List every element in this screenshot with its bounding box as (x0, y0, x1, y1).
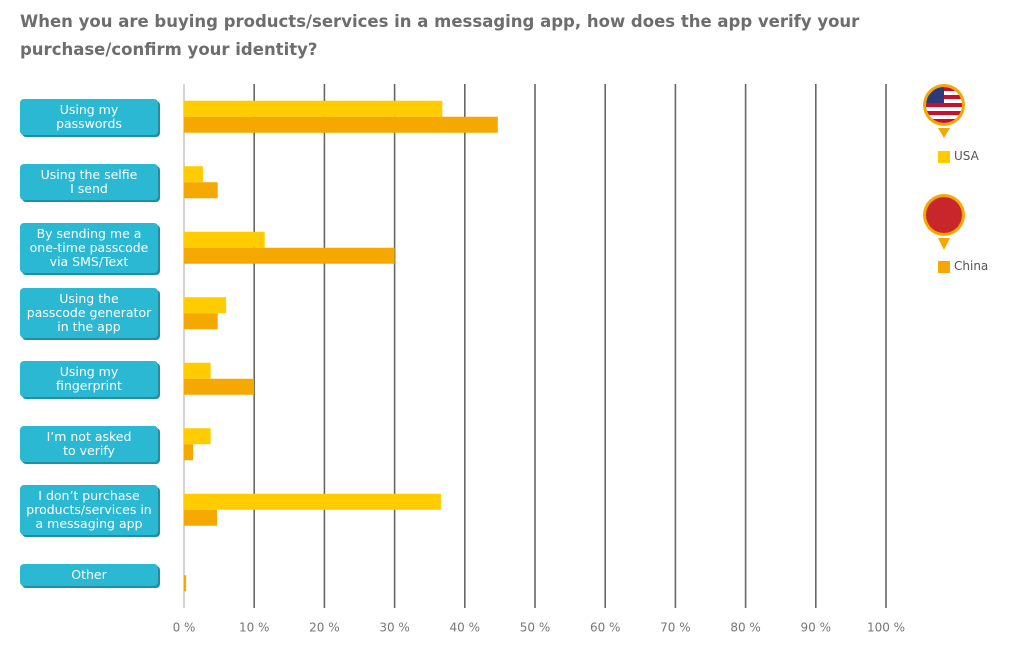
bar (184, 231, 265, 248)
x-tick-label: 0 % (173, 621, 196, 635)
bar (184, 444, 194, 461)
legend-label: China (954, 259, 989, 273)
x-tick-label: 90 % (801, 621, 832, 635)
category-label: Using my passwords (20, 98, 158, 135)
bar (184, 378, 255, 395)
bar (184, 247, 395, 264)
category-label: I don’t purchase products/services in a … (20, 484, 158, 535)
bar (184, 493, 441, 510)
x-tick-label: 20 % (309, 621, 340, 635)
legend-swatch (938, 261, 950, 273)
chart-title: When you are buying products/services in… (20, 12, 860, 59)
bar (184, 509, 217, 526)
x-tick-label: 80 % (730, 621, 761, 635)
category-label: Using my fingerprint (20, 360, 158, 397)
category-label: Other (20, 564, 158, 587)
bar (184, 428, 211, 445)
x-tick-label: 40 % (450, 621, 481, 635)
x-tick-label: 30 % (379, 621, 410, 635)
x-tick-label: 60 % (590, 621, 621, 635)
legend-label: USA (954, 149, 979, 163)
bar (184, 116, 498, 133)
bar (184, 182, 218, 199)
category-label: Using the passcode generator in the app (20, 288, 158, 339)
x-tick-label: 50 % (520, 621, 551, 635)
category-label: I’m not asked to verify (20, 426, 158, 463)
bar (184, 100, 443, 117)
bar (184, 575, 187, 592)
x-tick-label: 10 % (239, 621, 270, 635)
legend-swatch (938, 151, 950, 163)
bar (184, 313, 218, 330)
x-tick-label: 70 % (660, 621, 691, 635)
bar (184, 297, 227, 314)
category-label: Using the selfie I send (20, 164, 158, 201)
usa-flag-icon (923, 84, 965, 138)
bar (184, 362, 211, 379)
china-flag-icon (923, 194, 965, 250)
x-tick-label: 100 % (867, 621, 905, 635)
bar (184, 166, 203, 183)
category-label: By sending me a one-time passcode via SM… (20, 222, 158, 273)
